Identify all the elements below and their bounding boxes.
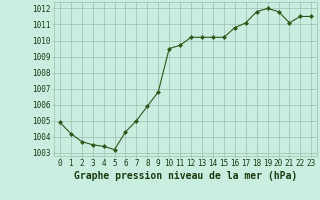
X-axis label: Graphe pression niveau de la mer (hPa): Graphe pression niveau de la mer (hPa) [74, 171, 297, 181]
